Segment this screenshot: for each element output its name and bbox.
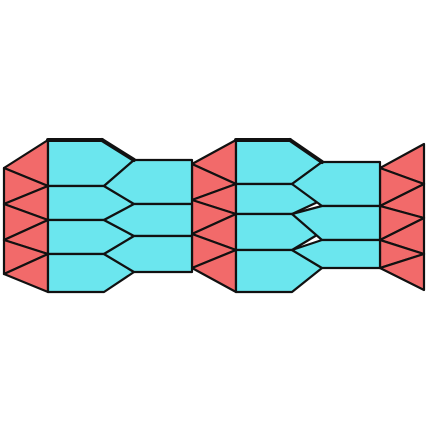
cyan-pentagon-l4 xyxy=(46,252,136,294)
top-edge-right-bevel xyxy=(288,138,324,164)
top-edge-left-bevel xyxy=(100,138,136,162)
cyan-pentagon-r3 xyxy=(234,212,324,252)
cyan-pentagon-r4 xyxy=(234,248,324,294)
cyan-pentagon-r7 xyxy=(290,238,382,270)
cyan-pentagon-l7 xyxy=(102,234,194,274)
red-triangle-right-3a xyxy=(378,252,426,292)
